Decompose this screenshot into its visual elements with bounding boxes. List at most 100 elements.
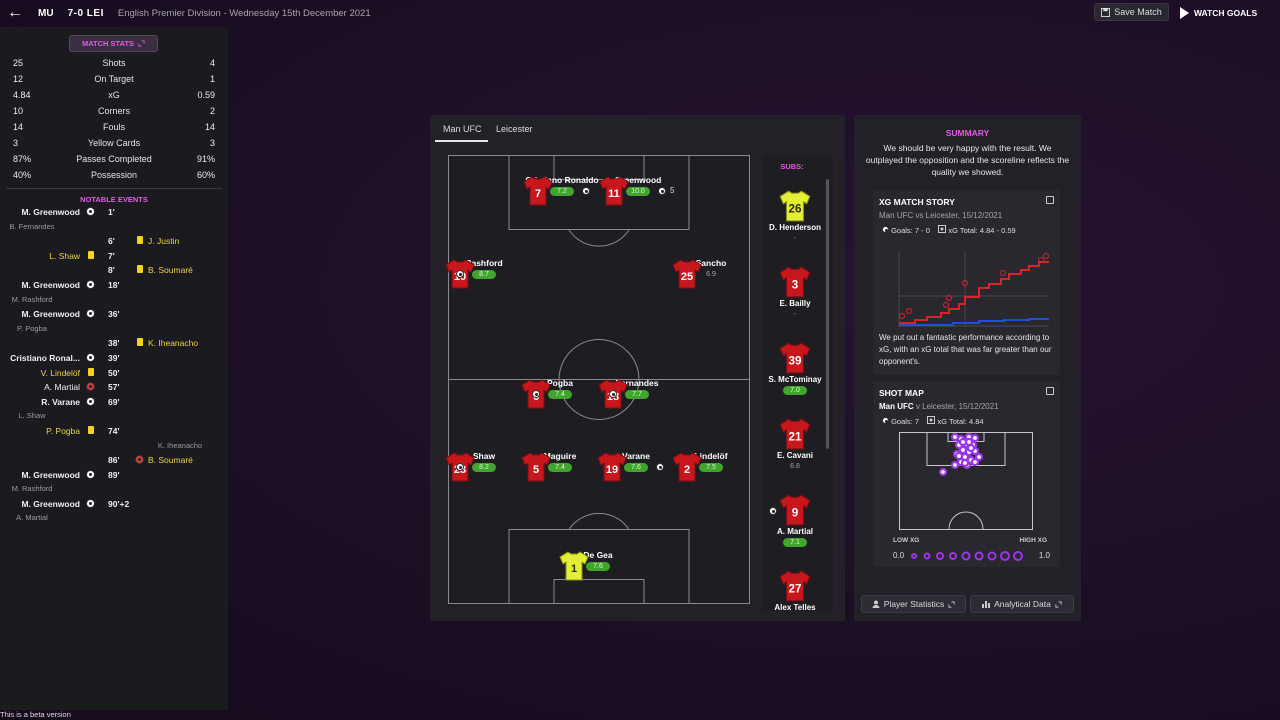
player-rating: 7.2 (550, 187, 574, 196)
xg-min-label: 0.0 (893, 551, 905, 560)
goal-ball-icon (456, 270, 464, 278)
player-pogba[interactable]: 6Pogba7.4 (520, 378, 600, 409)
goalkeeper-shirt-icon: 26 (779, 190, 811, 222)
goal-ball-icon (769, 507, 777, 515)
summary-title: SUMMARY (945, 128, 990, 138)
sub-alex-telles[interactable]: 27 Alex Telles (763, 569, 827, 611)
own-goal-ball-icon (135, 455, 144, 465)
event-home-icon (86, 279, 96, 290)
notable-events-title: NOTABLE EVENTS (80, 195, 148, 204)
event-minute: 1' (108, 207, 115, 217)
goal-ball-icon (582, 187, 590, 195)
goal-count: 5 (670, 186, 675, 195)
xg-goals-label: Goals: 7 - 0 (891, 226, 930, 235)
stat-label: Possession (90, 170, 138, 180)
player-rating: 7.7 (625, 390, 649, 399)
stat-label: xG (108, 90, 120, 100)
home-team-abbr: MU (38, 7, 54, 19)
player-rating: 10.0 (626, 187, 650, 196)
player-rating: 7.6 (586, 562, 610, 571)
xg-story-title: XG MATCH STORY (879, 197, 955, 207)
player-greenwood[interactable]: 11 5 Greenwood 10.0 (598, 175, 678, 206)
sub-rating: - (793, 235, 797, 242)
stat-away-value: 14 (204, 122, 215, 132)
stat-row: 12 On Target 1 (0, 71, 228, 87)
sub-rating: 7.0 (783, 386, 807, 395)
shirt-number: 27 (789, 582, 802, 595)
stat-label: Passes Completed (76, 154, 152, 164)
goal-ball-icon (532, 390, 540, 398)
subs-scrollbar[interactable] (826, 179, 829, 449)
shirt-number: 2 (684, 464, 690, 476)
sub-e-cavani[interactable]: 21 E. Cavani 6.8 (763, 417, 827, 471)
away-team-abbr: LEI (86, 7, 104, 19)
event-row: M. Greenwood 1' (0, 205, 228, 220)
stat-away-value: 91% (196, 154, 215, 164)
competition-info: English Premier Division - Wednesday 15t… (117, 7, 371, 19)
shirt-icon: 25 (672, 259, 702, 289)
analytical-data-button[interactable]: Analytical Data (970, 595, 1074, 613)
xg-story-subtitle: Man UFC vs Leicester, 15/12/2021 (879, 211, 1003, 220)
sub-d-henderson[interactable]: 26 D. Henderson - (763, 189, 827, 243)
events-list: M. Greenwood 1' B. Fernandes 6' J. Justin L. … (0, 205, 228, 526)
match-stats-button[interactable]: MATCH STATS (69, 35, 158, 52)
expand-icon[interactable] (1046, 196, 1054, 204)
save-icon (1101, 7, 1111, 17)
goal-ball-icon (86, 396, 95, 406)
xg-icon (927, 416, 936, 424)
sub-e-bailly[interactable]: 3 E. Bailly - (763, 265, 827, 319)
player-cristiano-ronaldo[interactable]: 7 Cristiano Ronaldo 7.2 (522, 175, 602, 206)
player-name: Greenwood (614, 175, 662, 185)
expand-icon[interactable] (1046, 387, 1054, 395)
event-row: M. Rashford (0, 482, 228, 497)
player-de-gea[interactable]: 1 De Gea 7.6 (558, 550, 638, 581)
goal-ball-icon (658, 187, 666, 195)
player-maguire[interactable]: 5 Maguire 7.4 (520, 451, 600, 482)
event-home-icon (86, 352, 96, 363)
expand-icon (1055, 600, 1062, 608)
stat-row: 40% Possession 60% (0, 167, 228, 183)
save-match-button[interactable]: Save Match (1094, 3, 1169, 21)
player-name: Maguire (543, 451, 577, 461)
sub-s-mctominay[interactable]: 39 S. McTominay 7.0 (763, 341, 827, 395)
back-arrow-icon[interactable]: ← (7, 4, 23, 21)
event-home-icon (86, 367, 96, 378)
player-shaw[interactable]: 23Shaw8.2 (444, 451, 524, 482)
player-sancho[interactable]: 25 Sancho 6.9 (671, 258, 751, 289)
event-away-icon (135, 338, 145, 348)
tab-leicester[interactable]: Leicester (496, 124, 533, 134)
xg-story-chart (898, 251, 1049, 327)
high-xg-label: HIGH XG (1019, 537, 1047, 544)
shirt-number: 26 (789, 202, 802, 215)
player-name: Cristiano Ronaldo (525, 175, 599, 185)
event-home-player: M. Greenwood (21, 498, 80, 509)
player-varane[interactable]: 19 Varane 7.6 (596, 451, 676, 482)
player-lindel-f[interactable]: 2 Lindelöf 7.5 (671, 451, 751, 482)
shot-map-card[interactable]: SHOT MAP Man UFC v Leicester, 15/12/2021… (873, 381, 1060, 567)
subs-column: SUBS: 26 D. Henderson - 3 E. Bailly - 39 S. McT… (763, 155, 833, 611)
event-away-player: B. Soumaré (148, 265, 193, 276)
own-goal-ball-icon (86, 382, 95, 392)
player-rating: 7.4 (548, 463, 572, 472)
summary-text: We should be very happy with the result.… (865, 143, 1070, 177)
event-row: Cristiano Ronal... 39' (0, 351, 228, 366)
xg-match-story-card[interactable]: XG MATCH STORY Man UFC vs Leicester, 15/… (873, 190, 1060, 375)
player-rashford[interactable]: 10Rashford8.7 (444, 258, 524, 289)
event-away-player: K. Iheanacho (148, 338, 199, 349)
event-minute: 69' (108, 396, 120, 407)
player-fernandes[interactable]: 18Fernandes7.7 (597, 378, 677, 409)
tab-man-ufc[interactable]: Man UFC (443, 124, 482, 134)
event-row: L. Shaw (0, 409, 228, 424)
shirt-wrap: 3 (763, 265, 827, 299)
event-home-player: L. Shaw (49, 250, 80, 261)
yellow-card-icon (88, 250, 94, 259)
sub-a-martial[interactable]: 9 A. Martial 7.1 (763, 493, 827, 547)
shot-xg-label: xG Total: 4.84 (937, 417, 984, 426)
player-statistics-button[interactable]: Player Statistics (861, 595, 966, 613)
goalkeeper-shirt-icon: 1 (559, 551, 589, 581)
player-name: De Gea (583, 550, 613, 560)
shirt-icon: 27 (779, 570, 811, 602)
stat-row: 3 Yellow Cards 3 (0, 135, 228, 151)
watch-goals-button[interactable]: WATCH GOALS (1176, 3, 1280, 23)
